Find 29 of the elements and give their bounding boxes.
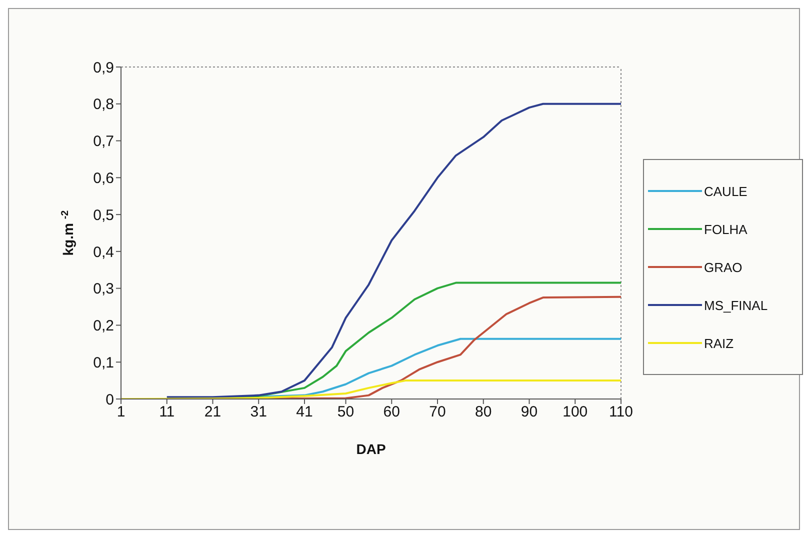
x-tick-label: 70	[429, 404, 446, 421]
y-tick-label: 0,7	[93, 133, 114, 150]
x-tick-label: 21	[204, 404, 222, 421]
x-tick-label: 90	[520, 404, 538, 421]
x-tick-label: 100	[562, 404, 588, 421]
x-tick-label: 80	[475, 404, 492, 421]
x-axis-title: DAP	[356, 441, 386, 457]
x-tick-label: 110	[609, 404, 633, 421]
x-tick-label: 31	[250, 404, 267, 421]
y-tick-label: 0,9	[93, 59, 114, 76]
x-tick-label: 11	[159, 404, 175, 421]
y-tick-label: 0,5	[93, 206, 114, 224]
legend-label: FOLHA	[704, 222, 748, 236]
y-tick-label: 0	[106, 391, 114, 408]
x-tick-label: 1	[116, 404, 126, 421]
x-tick-label: 50	[337, 404, 354, 421]
y-tick-label: 0,3	[93, 280, 114, 298]
legend-label: RAIZ	[704, 336, 734, 350]
legend-label: CAULE	[704, 184, 748, 198]
y-tick-label: 0,6	[93, 170, 114, 187]
y-tick-label: 0,8	[93, 96, 114, 114]
y-tick-label: 0,2	[93, 318, 114, 335]
x-tick-label: 60	[383, 404, 400, 421]
legend-label: GRAO	[704, 260, 742, 274]
y-tick-label: 0,1	[93, 354, 114, 372]
line-series	[166, 102, 621, 398]
y-tick-label: 0,4	[93, 244, 114, 261]
legend-label: MS_FINAL	[704, 298, 768, 312]
x-tick-label: 41	[296, 404, 313, 421]
